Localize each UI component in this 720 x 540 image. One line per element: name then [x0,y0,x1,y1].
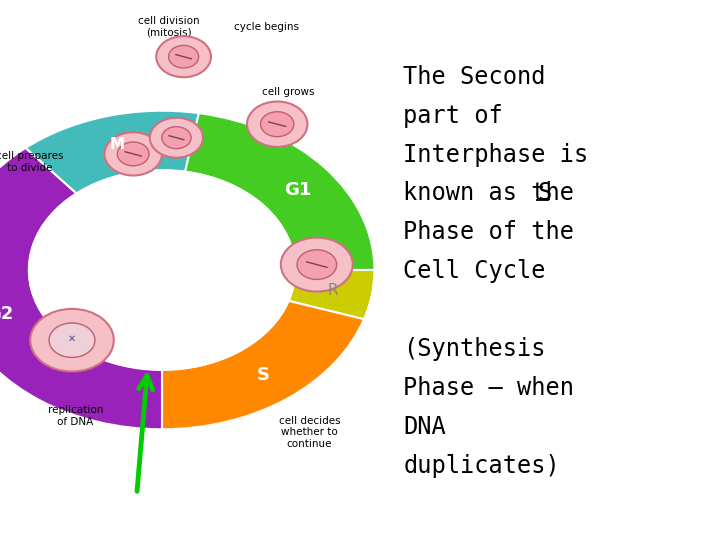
Wedge shape [162,301,364,429]
Circle shape [117,142,149,166]
Text: cell prepares
to divide: cell prepares to divide [0,151,64,173]
Text: M: M [109,137,125,152]
Wedge shape [0,148,162,429]
Circle shape [104,132,162,176]
Text: Phase of the: Phase of the [403,220,575,244]
Circle shape [49,323,95,357]
Text: S: S [537,181,551,205]
Text: (Synthesis: (Synthesis [403,337,546,361]
Text: G1: G1 [284,181,312,199]
Circle shape [162,127,191,148]
Text: part of: part of [403,104,503,127]
Wedge shape [289,270,374,319]
Circle shape [297,249,337,280]
Text: ✕: ✕ [68,334,76,343]
Text: R: R [328,283,338,298]
Text: DNA: DNA [403,415,446,438]
Text: Cell Cycle: Cell Cycle [403,259,546,283]
Text: cycle begins: cycle begins [234,22,299,32]
Text: known as the: known as the [403,181,588,205]
Text: cell grows: cell grows [262,87,314,97]
Text: duplicates): duplicates) [403,454,560,477]
Text: Interphase is: Interphase is [403,143,588,166]
Text: replication
of DNA: replication of DNA [48,405,103,427]
Text: S: S [257,366,270,384]
Wedge shape [25,111,199,193]
Circle shape [30,309,114,372]
Text: cell decides
whether to
continue: cell decides whether to continue [279,416,341,449]
Circle shape [156,36,211,77]
Text: Phase – when: Phase – when [403,376,575,400]
Circle shape [261,112,294,137]
Wedge shape [185,113,374,270]
Text: The Second: The Second [403,65,546,89]
Circle shape [150,118,203,158]
Text: G2: G2 [0,305,13,323]
Text: cell division
(mitosis): cell division (mitosis) [138,16,200,38]
Circle shape [168,45,199,68]
Circle shape [281,238,353,292]
Circle shape [29,170,295,370]
Circle shape [247,102,307,147]
